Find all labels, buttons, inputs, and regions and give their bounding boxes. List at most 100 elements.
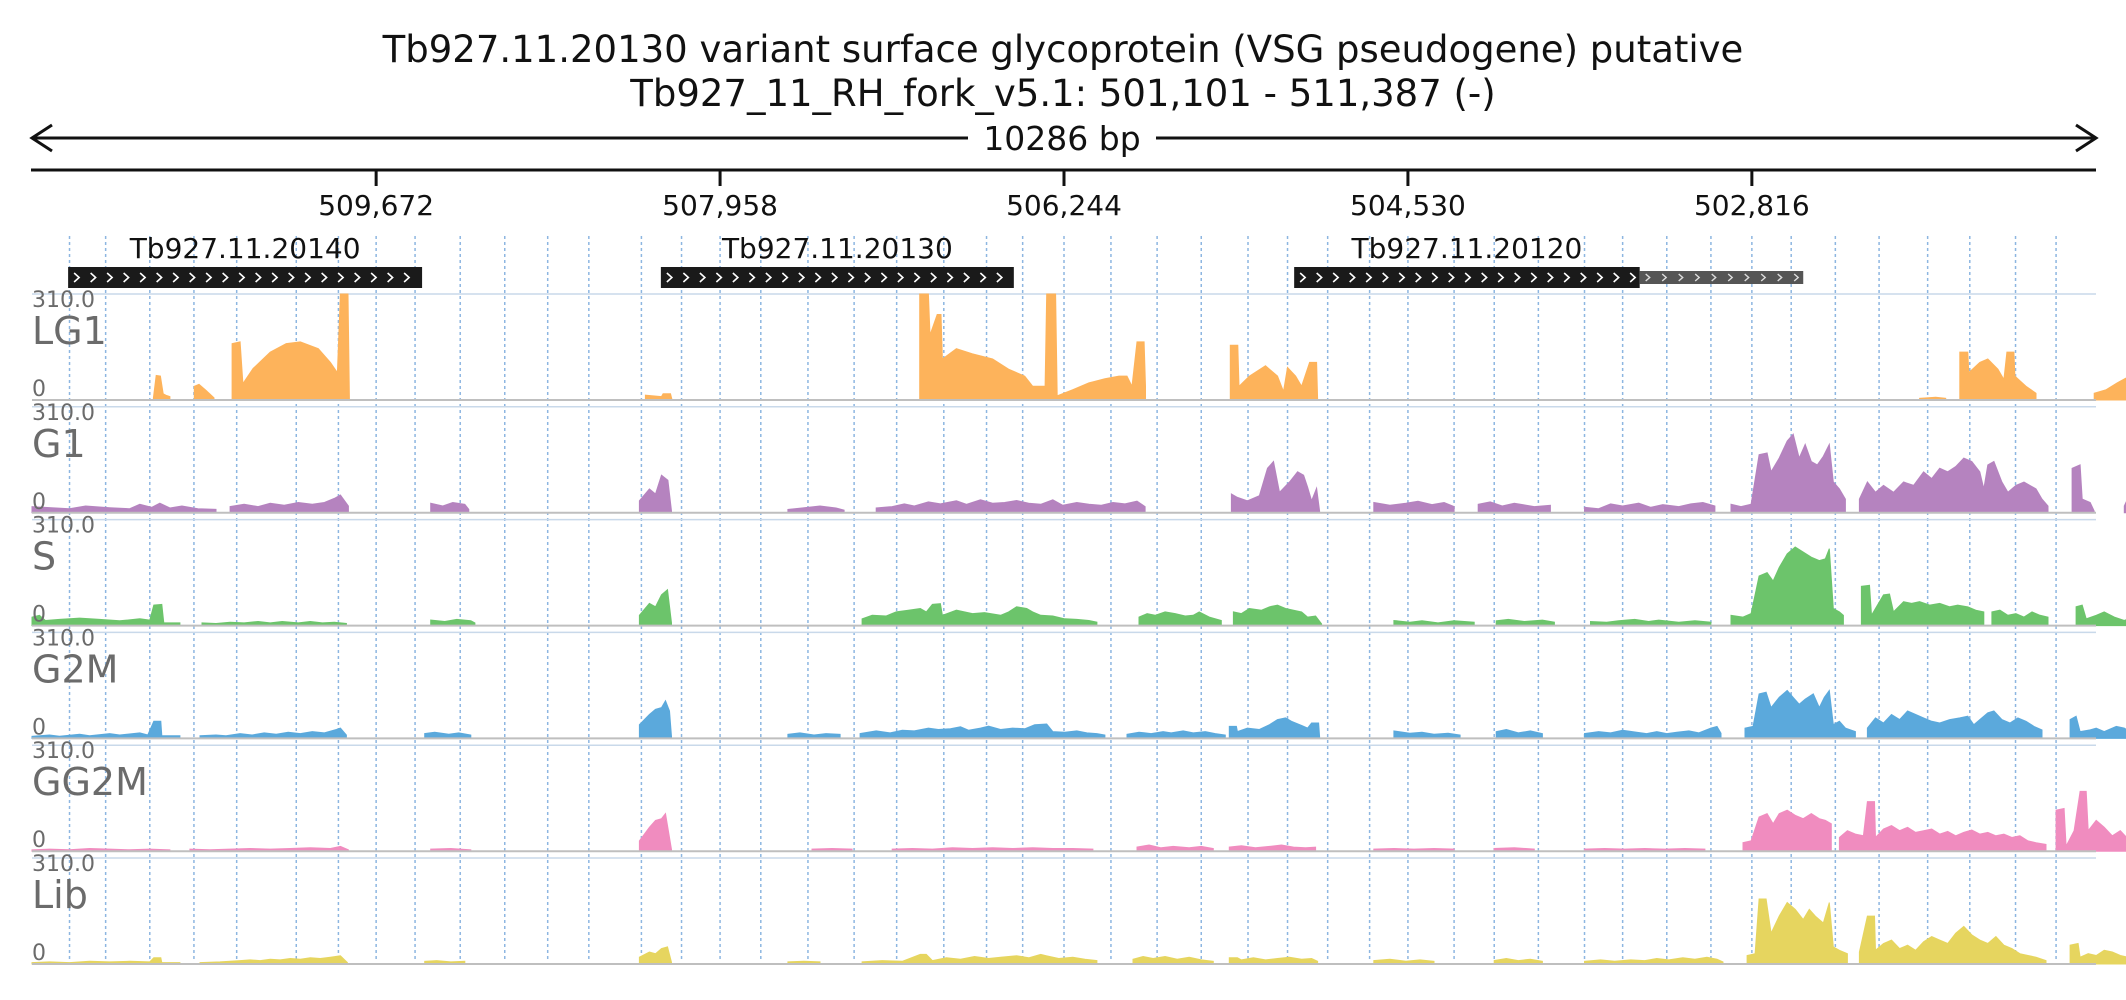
coverage-area	[638, 812, 672, 852]
coverage-area	[2075, 604, 2126, 627]
strand-chevron-icon	[1299, 272, 1307, 283]
utr-chevron-icon	[1744, 273, 1750, 282]
coverage-area	[199, 955, 348, 965]
coverage-area	[1746, 898, 1848, 965]
track-name: G1	[32, 422, 86, 466]
coverage-area	[31, 957, 181, 965]
strand-chevron-icon	[699, 272, 707, 283]
coverage-area	[189, 845, 349, 852]
coordinate-axis: 509,672 507,958 506,244 504,530 502,816	[318, 170, 1810, 222]
strand-chevron-icon	[1448, 272, 1455, 283]
strand-chevron-icon	[748, 272, 756, 283]
coverage-area	[1838, 801, 2047, 852]
axis-tick-label: 502,816	[1694, 189, 1810, 222]
strand-chevron-icon	[946, 272, 954, 283]
strand-chevron-icon	[1547, 272, 1554, 283]
coverage-area	[1126, 730, 1226, 739]
track-name: LG1	[32, 309, 107, 353]
coverage-area	[2069, 715, 2126, 739]
track-name: S	[32, 535, 56, 579]
coverage-area	[1584, 501, 1716, 514]
utr-chevron-icon	[1711, 273, 1717, 282]
strand-chevron-icon	[1629, 272, 1637, 283]
coverage-area	[1228, 956, 1319, 965]
coverage-area	[1991, 609, 2049, 627]
strand-chevron-icon	[1530, 272, 1538, 283]
strand-chevron-icon	[1596, 272, 1604, 283]
coverage-area	[638, 946, 672, 965]
strand-chevron-icon	[1349, 272, 1356, 283]
track-lg1: 310.0 0 LG1	[32, 288, 2126, 402]
strand-chevron-icon	[1382, 272, 1389, 283]
strand-chevron-icon	[1514, 272, 1521, 283]
coverage-area	[1590, 618, 1712, 627]
strand-chevron-icon	[765, 272, 773, 283]
span-ruler: 10286 bp	[29, 119, 2099, 158]
track-gg2m: 310.0 0 GG2M	[31, 739, 2126, 853]
strand-chevron-icon	[189, 272, 196, 283]
coverage-area	[861, 953, 1098, 965]
coverage-area	[919, 293, 1146, 401]
coverage-area	[1228, 717, 1321, 739]
track-name: GG2M	[32, 760, 148, 804]
axis-tick-label: 504,530	[1350, 189, 1466, 222]
strand-chevron-icon	[90, 272, 97, 283]
coverage-area	[1477, 501, 1551, 514]
arrow-left-icon	[29, 123, 53, 153]
strand-chevron-icon	[1464, 272, 1472, 283]
coverage-area	[638, 588, 672, 627]
coverage-area	[638, 474, 672, 514]
track-name: Lib	[32, 873, 88, 917]
track-g2m: 310.0 0 G2M	[31, 626, 2126, 740]
arrow-right-icon	[2075, 123, 2099, 153]
strand-chevron-icon	[963, 272, 971, 283]
track-g1: 310.0 0 G1	[31, 401, 2126, 515]
axis-tick-label: 506,244	[1006, 189, 1122, 222]
chart-subtitle: Tb927_11_RH_fork_v5.1: 501,101 - 511,387…	[629, 72, 1495, 115]
strand-chevron-icon	[337, 272, 345, 283]
coverage-area	[152, 374, 171, 401]
coverage-area	[859, 723, 1106, 739]
strand-chevron-icon	[139, 272, 147, 283]
strand-chevron-icon	[1563, 272, 1571, 283]
strand-chevron-icon	[1332, 272, 1340, 283]
strand-chevron-icon	[1613, 272, 1620, 283]
coverage-area	[1730, 546, 1844, 627]
coverage-area	[875, 499, 1146, 514]
strand-chevron-icon	[682, 272, 690, 283]
coverage-area	[2055, 790, 2126, 852]
coverage-area	[231, 293, 350, 401]
track-zero-label: 0	[32, 828, 46, 853]
coverage-area	[1393, 730, 1461, 739]
coverage-area	[1136, 844, 1214, 852]
strand-chevron-icon	[864, 272, 872, 283]
coverage-area	[1584, 725, 1722, 739]
strand-chevron-icon	[288, 272, 295, 283]
track-max-label: 310.0	[32, 626, 95, 651]
strand-chevron-icon	[798, 272, 806, 283]
track-zero-label: 0	[32, 603, 46, 628]
gene-utr	[1639, 271, 1804, 284]
coverage-area	[31, 720, 181, 739]
gene-label: Tb927.11.20140	[129, 232, 361, 265]
strand-chevron-icon	[304, 272, 312, 283]
strand-chevron-icon	[205, 272, 213, 283]
track-max-label: 310.0	[32, 401, 95, 426]
coverage-area	[1742, 809, 1832, 852]
gene-label: Tb927.11.20130	[721, 232, 953, 265]
gene-label: Tb927.11.20120	[1351, 232, 1583, 265]
utr-chevron-icon	[1661, 273, 1668, 282]
strand-chevron-icon	[1497, 272, 1505, 283]
coverage-area	[2071, 464, 2095, 514]
strand-chevron-icon	[1316, 272, 1323, 283]
strand-chevron-icon	[715, 272, 723, 283]
strand-chevron-icon	[1398, 272, 1406, 283]
coverage-area	[861, 603, 1098, 627]
strand-chevron-icon	[913, 272, 921, 283]
track-zero-label: 0	[32, 715, 46, 740]
strand-chevron-icon	[370, 272, 378, 283]
utr-chevron-icon	[1793, 273, 1800, 282]
coverage-tracks: 310.00LG1310.00G1310.00S310.00G2M310.00G…	[31, 288, 2126, 966]
track-zero-label: 0	[32, 377, 46, 402]
